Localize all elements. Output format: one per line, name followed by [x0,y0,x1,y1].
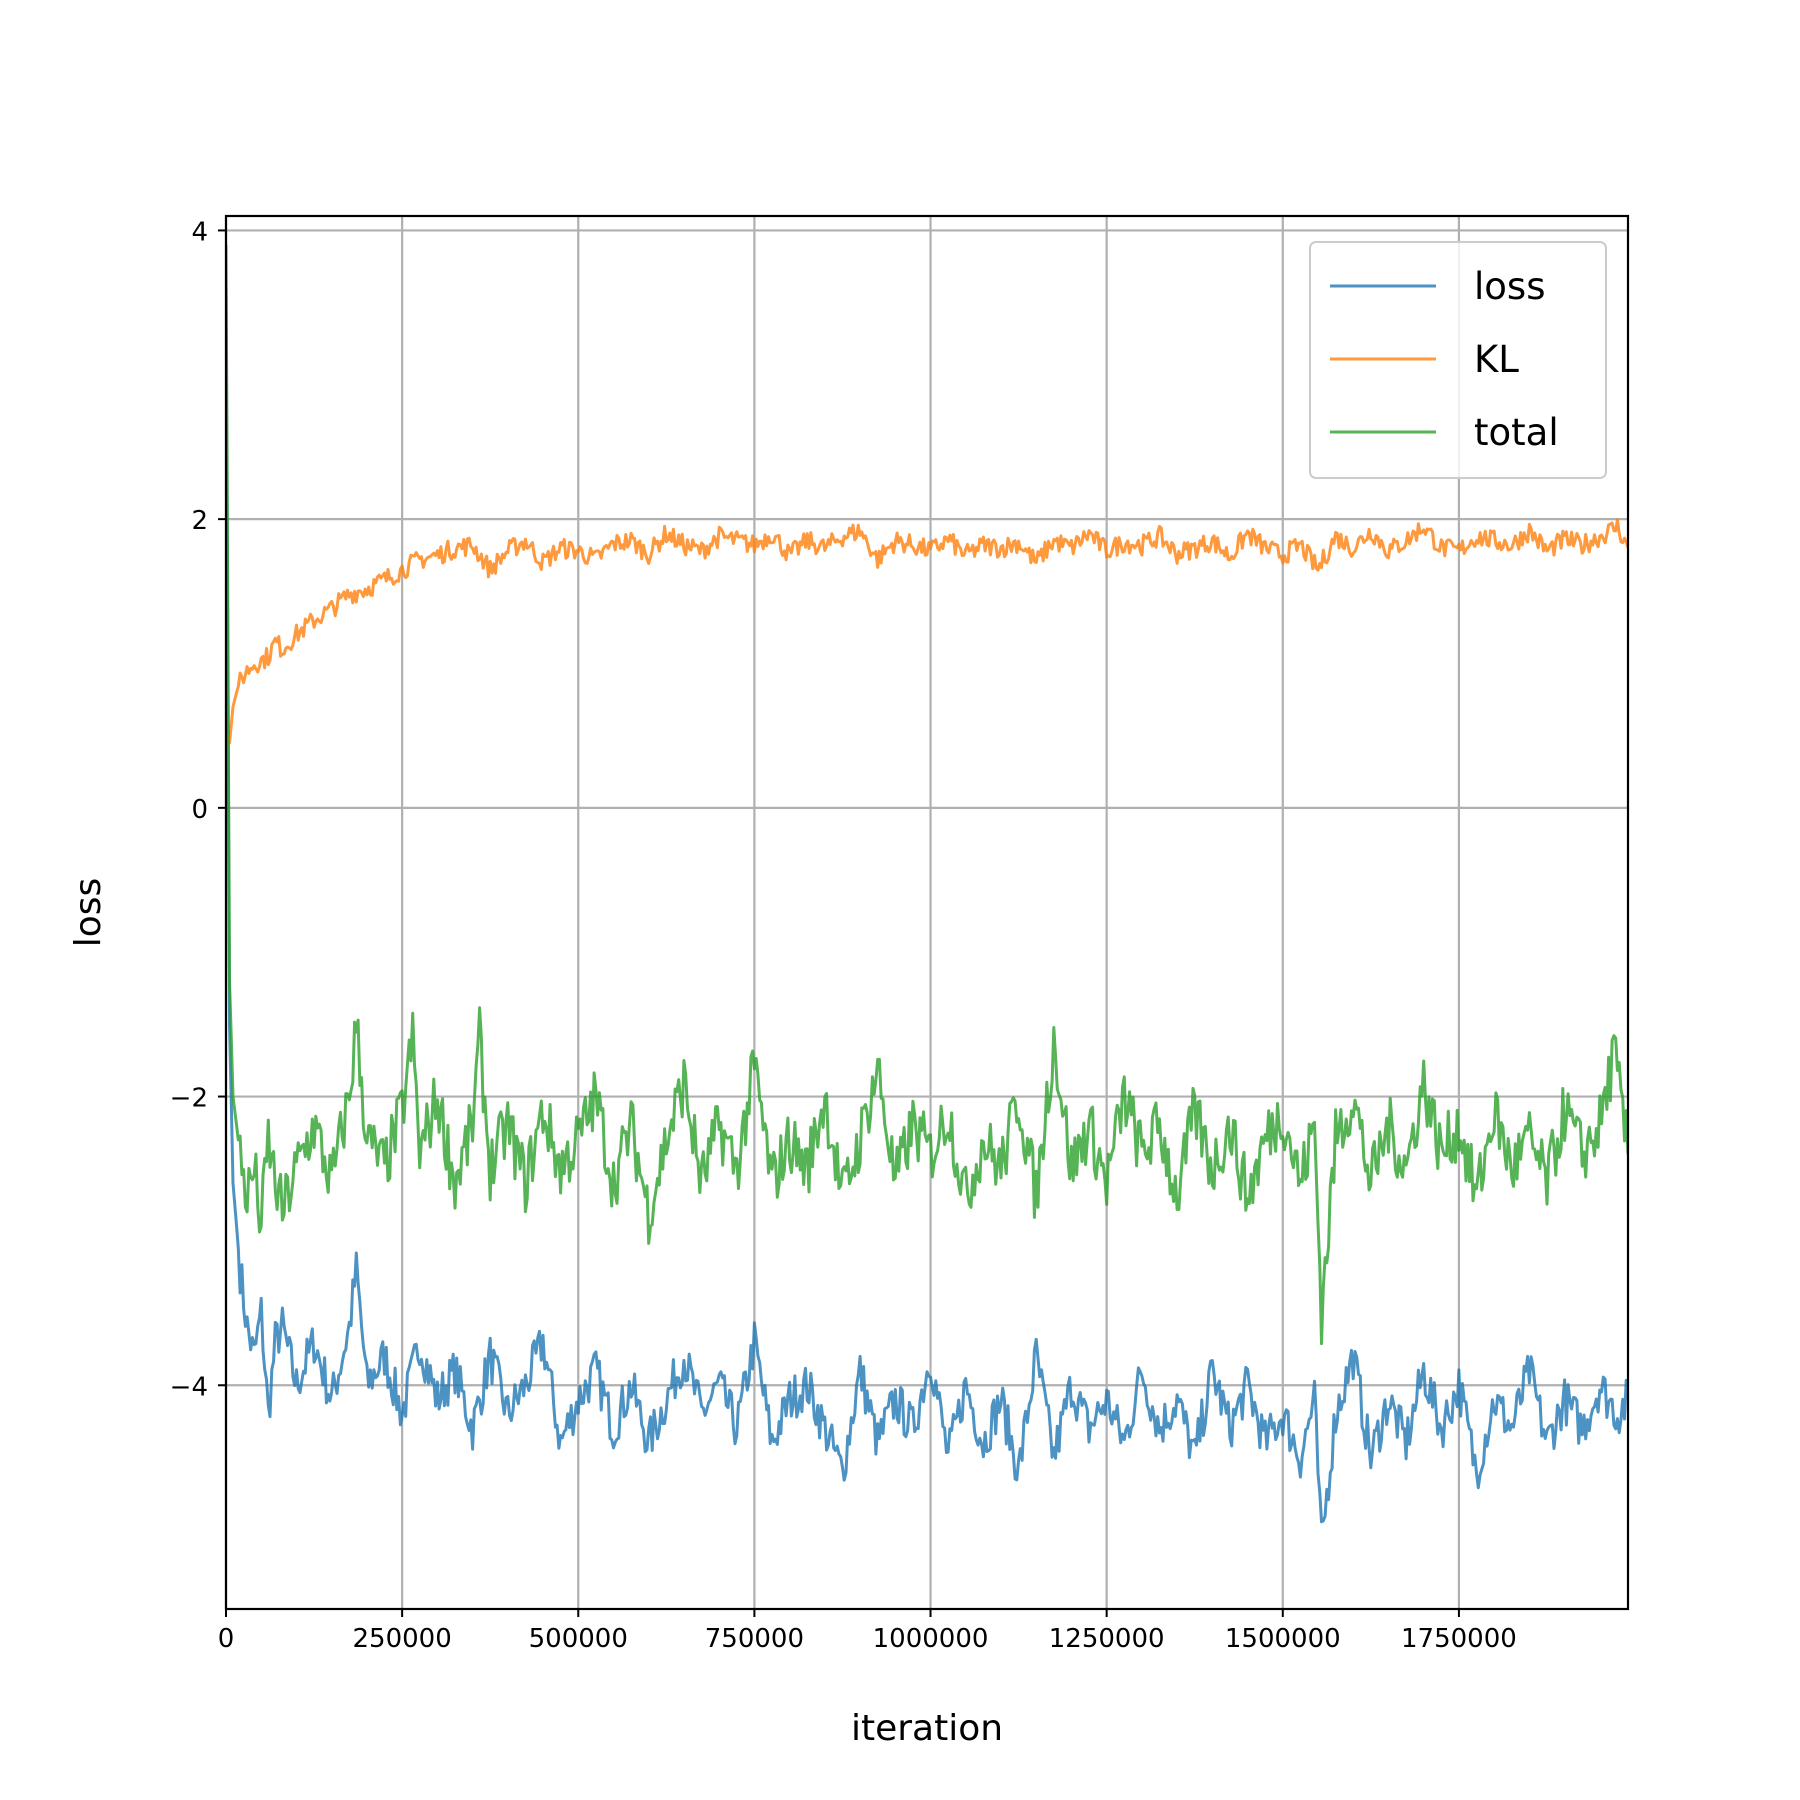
x-tick-label: 1000000 [873,1624,989,1654]
y-tick-label: −4 [170,1372,208,1402]
x-tick-label: 500000 [529,1624,628,1654]
x-tick-label: 1250000 [1049,1624,1165,1654]
x-tick-label: 1750000 [1401,1624,1517,1654]
y-tick-label: 2 [191,506,208,536]
y-axis-label: loss [68,878,109,948]
x-tick-label: 0 [218,1624,235,1654]
x-tick-label: 750000 [705,1624,804,1654]
series-line-total [226,244,1628,1346]
y-tick-label: 4 [191,217,208,247]
legend: loss KL total [1309,241,1607,479]
x-tick-label: 250000 [352,1624,451,1654]
series-line-kl [226,518,1628,765]
legend-label-loss: loss [1474,265,1545,308]
legend-box [1309,241,1607,479]
legend-label-kl: KL [1474,338,1519,381]
axis-ticks: 0 250000 500000 750000 1000000 1250000 1500000… [170,217,1517,1654]
y-tick-label: −2 [170,1084,208,1114]
legend-label-total: total [1474,411,1559,454]
axes-frame [224,214,1630,1611]
series-line-loss [226,288,1628,1524]
y-tick-label: 0 [191,795,208,825]
x-axis-label: iteration [851,1708,1003,1749]
x-tick-label: 1500000 [1225,1624,1341,1654]
series-layer [226,244,1628,1524]
